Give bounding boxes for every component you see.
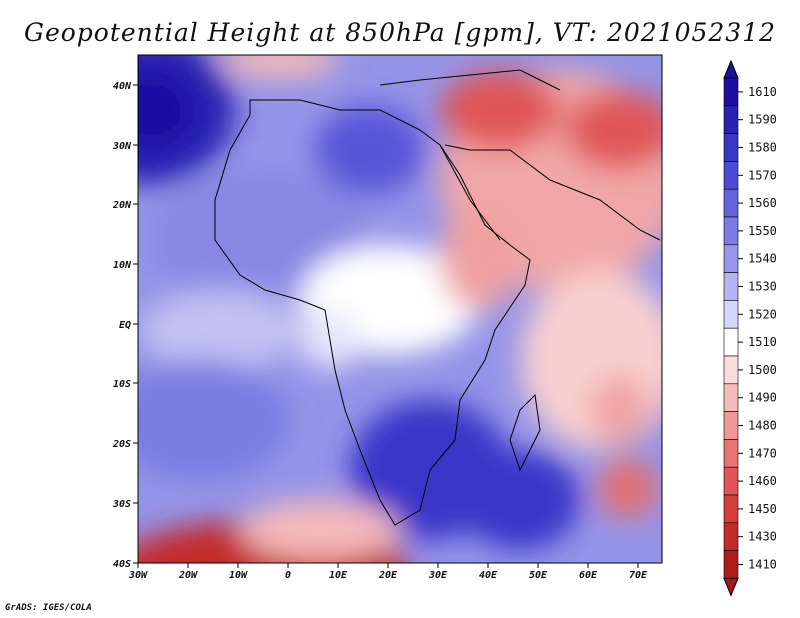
lon-label-70e: 70E — [629, 570, 648, 581]
colorbar: 1610 1590 1580 1570 1560 1550 1540 1530 1520 1510… — [723, 59, 777, 597]
colorbar-swatch — [723, 105, 739, 134]
colorbar-swatch — [723, 411, 739, 440]
colorbar-swatch — [723, 494, 739, 524]
lon-label-60e: 60E — [579, 570, 598, 581]
colorbar-label: 1590 — [748, 113, 777, 127]
lon-label-40e: 40E — [479, 570, 498, 581]
colorbar-swatch — [723, 355, 739, 385]
colorbar-swatch — [723, 161, 739, 190]
lat-label-10s: 10S — [113, 379, 131, 390]
colorbar-label: 1540 — [748, 252, 777, 266]
colorbar-label: 1580 — [748, 141, 777, 155]
lon-label-10e: 10E — [329, 570, 348, 581]
lat-label-40s: 40S — [113, 559, 131, 570]
colorbar-label: 1610 — [748, 85, 777, 99]
lon-label-20e: 20E — [378, 570, 398, 581]
colorbar-label: 1480 — [748, 419, 777, 433]
colorbar-swatch — [723, 383, 739, 412]
colorbar-label: 1430 — [748, 530, 777, 544]
grads-credit: GrADS: IGES/COLA — [5, 603, 92, 613]
colorbar-label: 1500 — [748, 363, 777, 377]
colorbar-label: 1470 — [748, 446, 777, 460]
colorbar-label: 1550 — [748, 224, 777, 238]
lat-label-20s: 20S — [112, 439, 131, 450]
colorbar-swatch — [723, 272, 739, 301]
lat-label-30s: 30S — [112, 499, 131, 510]
colorbar-swatch — [723, 133, 739, 162]
colorbar-swatch — [723, 327, 739, 357]
lat-label-20n: 20N — [112, 200, 132, 211]
lat-label-40n: 40N — [113, 81, 132, 92]
colorbar-label: 1490 — [748, 391, 777, 405]
colorbar-label: 1570 — [748, 168, 777, 182]
lat-label-30n: 30N — [112, 141, 132, 152]
colorbar-label: 1460 — [748, 474, 777, 488]
colorbar-label: 1520 — [748, 307, 777, 321]
lon-label-50e: 50E — [529, 570, 548, 581]
lon-label-30w: 30W — [128, 570, 148, 581]
colorbar-swatch — [723, 77, 739, 107]
colorbar-top-arrow — [723, 59, 739, 79]
lon-ticks: 30W 20W 10W 0 10E 20E 30E 40E 50E 60E 70… — [128, 563, 648, 581]
colorbar-swatch — [723, 550, 739, 579]
lon-label-0: 0 — [285, 570, 291, 581]
colorbar-label: 1510 — [748, 335, 777, 349]
lat-label-eq: EQ — [119, 320, 131, 331]
colorbar-swatch — [723, 300, 739, 329]
map-title: Geopotential Height at 850hPa [gpm], VT:… — [23, 18, 777, 47]
colorbar-label: 1530 — [748, 280, 777, 294]
colorbar-swatch — [723, 439, 739, 468]
lat-label-10n: 10N — [113, 260, 132, 271]
colorbar-bottom-arrow — [723, 577, 739, 597]
lat-ticks: 40N 30N 20N 10N EQ 10S 20S 30S 40S — [112, 81, 138, 570]
colorbar-label: 1450 — [748, 502, 777, 516]
lon-label-10w: 10W — [229, 570, 248, 581]
lon-label-20w: 20W — [178, 570, 198, 581]
colorbar-swatch — [723, 522, 739, 551]
colorbar-swatch — [723, 216, 739, 246]
geopotential-field — [138, 55, 662, 563]
colorbar-swatch — [723, 188, 739, 218]
coastlines — [214, 69, 661, 526]
colorbar-swatch — [723, 466, 739, 496]
colorbar-swatch — [723, 244, 739, 273]
colorbar-label: 1560 — [748, 196, 777, 210]
colorbar-label: 1410 — [748, 558, 777, 572]
plot-frame — [137, 54, 663, 564]
lon-label-30e: 30E — [428, 570, 448, 581]
